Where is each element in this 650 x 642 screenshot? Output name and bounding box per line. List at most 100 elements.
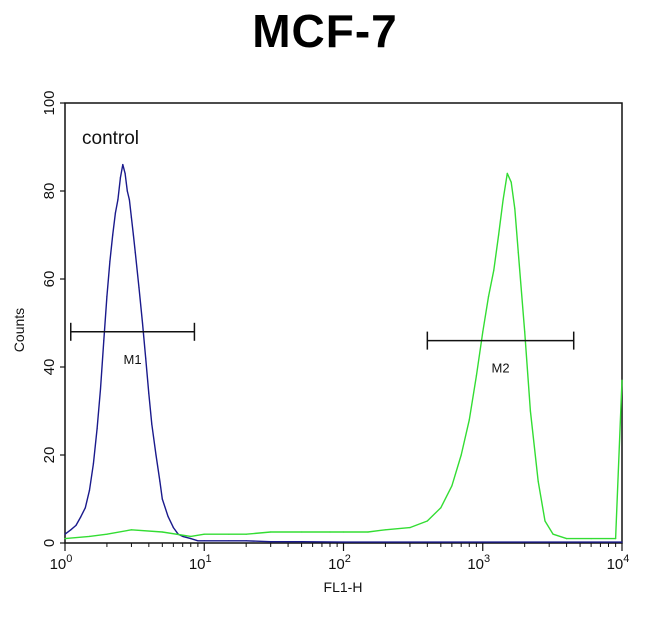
histogram-data-point <box>502 199 504 201</box>
histogram-data-point <box>409 527 411 529</box>
y-tick-label: 80 <box>41 183 58 200</box>
histogram-data-point <box>99 388 102 390</box>
histogram-data-point <box>460 454 462 456</box>
histogram-data-point <box>270 531 272 533</box>
histogram-data-point <box>134 252 136 254</box>
histogram-data-point <box>552 533 554 535</box>
histogram-data-point <box>161 531 163 533</box>
histogram-data-point <box>384 541 386 543</box>
plot-border <box>64 102 623 544</box>
histogram-data-point <box>228 533 230 535</box>
histogram-data-point <box>124 172 126 174</box>
histogram-data-point <box>493 269 495 271</box>
histogram-data-point <box>92 463 94 465</box>
histogram-data-point <box>228 540 230 542</box>
histogram-data-point <box>155 454 157 456</box>
y-tick-label: 0 <box>41 539 58 547</box>
histogram-data-point <box>621 379 623 381</box>
histogram-data-point <box>126 190 128 192</box>
y-axis-label: Counts <box>11 308 27 352</box>
histogram-series-line <box>64 163 622 543</box>
histogram-data-point <box>514 208 516 210</box>
x-tick-label: 100 <box>50 553 73 573</box>
x-tick-label: 102 <box>328 553 351 573</box>
histogram-data-point <box>301 531 303 533</box>
histogram-data-point <box>510 181 512 183</box>
histogram-data-point <box>75 524 77 527</box>
histogram-data-point <box>529 410 532 412</box>
histogram-data-point <box>114 212 116 214</box>
histogram-data-point <box>440 541 442 543</box>
histogram-data-point <box>498 234 500 236</box>
histogram-data-point <box>566 538 568 540</box>
histogram-data-point <box>80 516 82 518</box>
histogram-data-point <box>159 480 161 482</box>
histogram-data-point <box>301 541 303 543</box>
x-tick-label: 101 <box>189 553 212 573</box>
gate-marker-label: M1 <box>124 352 142 367</box>
histogram-data-point <box>130 529 132 531</box>
histogram-data-point <box>245 533 247 535</box>
histogram-data-point <box>117 199 119 201</box>
x-tick-label: 104 <box>607 553 630 573</box>
histogram-data-point <box>103 340 105 342</box>
histogram-data-point <box>161 498 163 500</box>
histogram-data-point <box>524 331 526 333</box>
histogram-data-point <box>138 287 140 289</box>
histogram-data-point <box>482 331 484 333</box>
marker-layer: M1 M2 <box>70 322 575 376</box>
histogram-data-point <box>64 533 66 535</box>
histogram-data-point <box>141 322 144 324</box>
histogram-data-point <box>88 535 91 538</box>
histogram-data-point <box>167 516 169 518</box>
y-tick-label: 100 <box>41 90 58 115</box>
histogram-data-point <box>621 541 623 543</box>
histogram-data-point <box>482 541 484 543</box>
histogram-data-point <box>548 541 550 543</box>
histogram-data-point <box>88 489 91 491</box>
histogram-data-point <box>451 485 453 487</box>
histogram-data-point <box>84 507 86 509</box>
x-tick-label: 103 <box>467 553 490 573</box>
histogram-data-point <box>506 172 508 174</box>
plot-frame <box>64 102 623 544</box>
y-tick-label: 20 <box>41 447 58 464</box>
histogram-data-point <box>182 535 184 538</box>
histogram-data-point <box>109 260 111 262</box>
histogram-data-point <box>190 535 192 538</box>
gate-marker-label: M2 <box>491 361 509 376</box>
series-layer <box>64 163 623 543</box>
histogram-data-point <box>590 538 592 540</box>
histogram-data-point <box>145 357 147 359</box>
histogram-data-point <box>112 234 114 236</box>
y-tick-label: 40 <box>41 359 58 376</box>
histogram-data-point <box>342 541 345 543</box>
histogram-data-point <box>544 520 546 522</box>
histogram-data-point <box>130 216 132 218</box>
histogram-data-point <box>440 507 442 509</box>
control-annotation: control <box>82 128 139 149</box>
histogram-data-point <box>197 540 199 542</box>
tick-layer: 0 20 40 60 80 100 100 101 102 103 104 <box>41 90 629 573</box>
histogram-data-point <box>203 540 205 542</box>
histogram-data-point <box>475 375 477 377</box>
histogram-data-point <box>64 538 66 540</box>
histogram-data-point <box>172 527 174 529</box>
chart-title: MCF-7 <box>252 5 398 57</box>
histogram-data-point <box>426 520 428 522</box>
histogram-data-point <box>517 252 519 254</box>
histogram-data-point <box>270 541 272 543</box>
histogram-data-point <box>148 392 150 394</box>
histogram-data-point <box>106 296 108 298</box>
histogram-data-point <box>245 540 247 542</box>
x-axis-label: FL1-H <box>324 579 363 595</box>
histogram-data-point <box>151 423 153 425</box>
histogram-data-point <box>106 533 108 535</box>
histogram-data-point <box>342 531 345 533</box>
histogram-series-line <box>64 172 623 540</box>
histogram-data-point <box>367 531 369 533</box>
histogram-data-point <box>487 296 490 298</box>
histogram-data-point <box>384 529 386 531</box>
histogram-data-point <box>132 234 134 236</box>
